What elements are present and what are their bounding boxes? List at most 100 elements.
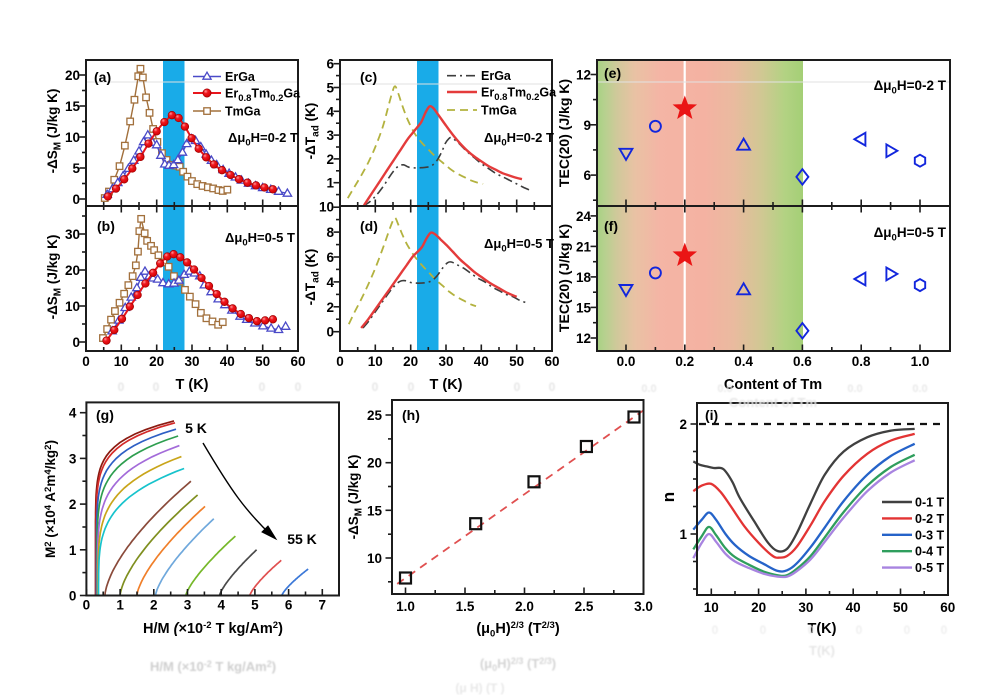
svg-text:1.0: 1.0 — [911, 354, 930, 369]
svg-text:0: 0 — [72, 192, 80, 207]
svg-text:5: 5 — [326, 81, 334, 96]
svg-text:18: 18 — [576, 270, 592, 285]
svg-text:ErGa: ErGa — [225, 70, 256, 84]
svg-text:4: 4 — [217, 598, 225, 613]
svg-text:0: 0 — [408, 380, 415, 394]
svg-text:25: 25 — [367, 408, 383, 423]
svg-text:0: 0 — [83, 598, 91, 613]
svg-text:T (K): T (K) — [175, 377, 208, 393]
svg-text:8: 8 — [326, 225, 334, 240]
svg-text:21: 21 — [576, 239, 592, 254]
svg-text:50: 50 — [893, 600, 908, 615]
svg-text:20: 20 — [751, 600, 766, 615]
svg-text:1: 1 — [679, 527, 687, 542]
svg-text:10: 10 — [65, 299, 80, 314]
svg-text:(i): (i) — [705, 407, 718, 423]
svg-text:0-3 T: 0-3 T — [915, 528, 945, 542]
svg-text:Δμ0H=0-5 T: Δμ0H=0-5 T — [225, 230, 295, 249]
svg-text:0: 0 — [72, 335, 80, 350]
svg-text:-ΔSM (J/kg K): -ΔSM (J/kg K) — [346, 455, 365, 540]
svg-text:0: 0 — [153, 380, 160, 394]
svg-text:12: 12 — [576, 331, 591, 346]
svg-text:5: 5 — [251, 598, 259, 613]
svg-text:0.8: 0.8 — [852, 354, 871, 369]
svg-text:(b): (b) — [97, 218, 115, 234]
svg-text:20: 20 — [403, 354, 418, 369]
svg-text:1: 1 — [69, 543, 77, 558]
svg-text:60: 60 — [290, 354, 305, 369]
svg-text:4: 4 — [326, 275, 334, 290]
svg-text:55 K: 55 K — [287, 531, 317, 547]
svg-text:0: 0 — [514, 380, 521, 394]
svg-text:20: 20 — [65, 68, 80, 83]
svg-text:2: 2 — [679, 417, 687, 432]
svg-text:0: 0 — [336, 354, 344, 369]
svg-text:0.6: 0.6 — [793, 354, 812, 369]
svg-text:0: 0 — [904, 623, 911, 637]
svg-text:30: 30 — [798, 600, 813, 615]
svg-text:2: 2 — [326, 300, 334, 315]
svg-text:10: 10 — [65, 130, 80, 145]
svg-text:0.0: 0.0 — [717, 383, 732, 395]
svg-text:n: n — [659, 492, 678, 502]
svg-text:1.5: 1.5 — [456, 599, 475, 614]
svg-text:10: 10 — [319, 200, 334, 215]
svg-text:3: 3 — [326, 128, 334, 143]
svg-text:1.0: 1.0 — [396, 599, 415, 614]
svg-text:10: 10 — [367, 551, 382, 566]
svg-text:1: 1 — [116, 598, 124, 613]
svg-text:(g): (g) — [96, 407, 114, 423]
svg-text:10: 10 — [114, 354, 129, 369]
svg-text:20: 20 — [367, 456, 382, 471]
svg-text:0: 0 — [82, 354, 90, 369]
svg-text:0.0: 0.0 — [617, 354, 636, 369]
svg-text:0.0: 0.0 — [641, 383, 656, 395]
svg-text:0-2 T: 0-2 T — [915, 512, 945, 526]
svg-text:-ΔTad (K): -ΔTad (K) — [303, 249, 322, 306]
svg-text:(d): (d) — [360, 218, 378, 234]
svg-text:50: 50 — [255, 354, 270, 369]
svg-text:2.0: 2.0 — [515, 599, 534, 614]
svg-text:0: 0 — [549, 380, 556, 394]
svg-text:0: 0 — [941, 623, 948, 637]
svg-text:6: 6 — [326, 250, 334, 265]
svg-text:50: 50 — [509, 354, 524, 369]
svg-text:15: 15 — [65, 99, 81, 114]
svg-text:3.0: 3.0 — [634, 599, 653, 614]
svg-text:(f): (f) — [604, 218, 618, 234]
svg-text:60: 60 — [940, 600, 955, 615]
svg-text:5 K: 5 K — [185, 420, 207, 436]
svg-text:3: 3 — [69, 451, 77, 466]
svg-text:H/M (×10-2 T kg/Am2): H/M (×10-2 T kg/Am2) — [150, 659, 276, 674]
svg-text:-ΔTad (K): -ΔTad (K) — [303, 103, 322, 160]
svg-text:24: 24 — [576, 209, 592, 224]
svg-text:0: 0 — [326, 325, 334, 340]
svg-text:1: 1 — [326, 176, 334, 191]
svg-text:40: 40 — [220, 354, 235, 369]
svg-text:(μ H) (T ): (μ H) (T ) — [455, 681, 504, 695]
svg-text:ErGa: ErGa — [481, 69, 512, 83]
svg-text:4: 4 — [326, 104, 334, 119]
svg-text:20: 20 — [65, 263, 80, 278]
svg-text:TmGa: TmGa — [481, 104, 517, 118]
svg-text:0.2: 0.2 — [675, 354, 694, 369]
svg-text:Content of Tm: Content of Tm — [724, 377, 822, 393]
svg-text:2: 2 — [326, 152, 334, 167]
svg-text:2: 2 — [150, 598, 158, 613]
svg-text:M2 (×104 A2m4/kg2): M2 (×104 A2m4/kg2) — [43, 440, 58, 558]
svg-text:T(K): T(K) — [809, 643, 835, 658]
svg-text:-ΔSM (J/kg K): -ΔSM (J/kg K) — [45, 89, 64, 174]
svg-text:-ΔSM (J/kg K): -ΔSM (J/kg K) — [45, 235, 64, 320]
svg-text:0: 0 — [760, 623, 767, 637]
svg-text:0-5 T: 0-5 T — [915, 561, 945, 575]
svg-text:(c): (c) — [360, 69, 377, 85]
svg-text:20: 20 — [149, 354, 164, 369]
svg-text:T(K): T(K) — [808, 621, 837, 637]
svg-text:30: 30 — [438, 354, 453, 369]
svg-text:30: 30 — [65, 227, 80, 242]
svg-text:0: 0 — [372, 380, 379, 394]
svg-text:30: 30 — [184, 354, 199, 369]
svg-text:(μ0H)2/3 (T2/3): (μ0H)2/3 (T2/3) — [476, 620, 559, 640]
svg-text:5: 5 — [72, 161, 80, 176]
svg-text:H/M (×10-2 T kg/Am2): H/M (×10-2 T kg/Am2) — [143, 620, 283, 637]
